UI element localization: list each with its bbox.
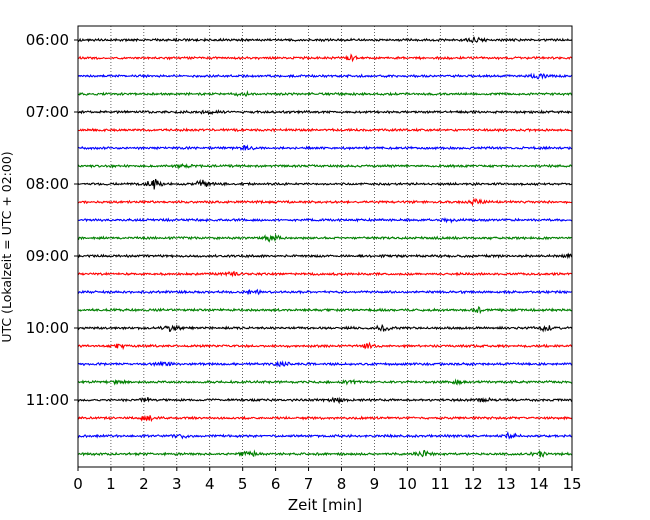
seismogram-trace	[77, 197, 573, 207]
y-axis-label: UTC (Lokalzeit = UTC + 02:00)	[0, 151, 14, 342]
seismogram-trace	[77, 144, 573, 151]
x-tick-label: 4	[205, 475, 215, 493]
plot-frame	[77, 25, 573, 468]
x-tick-label: 13	[497, 475, 516, 493]
seismogram-trace	[77, 109, 573, 116]
y-tick-label: 09:00	[26, 247, 69, 265]
seismogram-trace	[77, 288, 573, 296]
x-tick-label: 7	[304, 475, 314, 493]
x-tick-label: 14	[530, 475, 549, 493]
x-tick-label: 9	[370, 475, 380, 493]
seismogram-trace	[77, 90, 573, 98]
seismogram-trace	[77, 305, 573, 315]
seismogram-trace	[77, 431, 573, 440]
seismogram-trace	[77, 378, 573, 386]
seismogram-trace	[77, 127, 573, 133]
y-tick-label: 08:00	[26, 175, 69, 193]
x-tick-label: 11	[431, 475, 450, 493]
seismogram-trace	[77, 396, 573, 405]
x-tick-label: 15	[562, 475, 581, 493]
x-tick-label: 12	[464, 475, 483, 493]
seismogram-trace	[77, 72, 573, 80]
x-tick-label: 0	[73, 475, 83, 493]
seismogram-trace	[77, 163, 572, 170]
y-tick-label: 06:00	[26, 31, 69, 49]
seismogram-trace	[77, 341, 573, 351]
x-axis-label: Zeit [min]	[288, 496, 362, 514]
x-tick-label: 10	[398, 475, 417, 493]
x-tick-label: 1	[106, 475, 116, 493]
y-tick-label: 07:00	[26, 103, 69, 121]
seismogram-trace	[77, 36, 573, 44]
seismogram-trace	[77, 233, 573, 243]
seismogram-trace	[77, 270, 573, 278]
seismogram-trace	[77, 449, 573, 458]
x-tick-label: 6	[271, 475, 281, 493]
y-tick-label: 10:00	[26, 319, 69, 337]
y-axis: 06:00 07:00 08:00 09:00 10:00 11:00	[26, 31, 78, 409]
x-tick-label: 2	[139, 475, 149, 493]
x-axis: 0 1 2 3 4 5 6 7 8 9 10 11 12 13 14 15	[73, 467, 582, 493]
traces	[77, 36, 573, 458]
y-tick-label: 11:00	[26, 391, 69, 409]
seismogram-trace	[77, 178, 573, 190]
seismogram-trace	[77, 217, 573, 224]
seismogram-trace	[77, 323, 573, 333]
x-tick-label: 3	[172, 475, 182, 493]
seismogram-trace	[77, 414, 573, 423]
seismogram-trace	[77, 53, 573, 63]
x-tick-label: 5	[238, 475, 248, 493]
x-tick-label: 8	[337, 475, 347, 493]
seismogram-trace	[77, 252, 573, 260]
seismogram-trace	[77, 360, 573, 368]
